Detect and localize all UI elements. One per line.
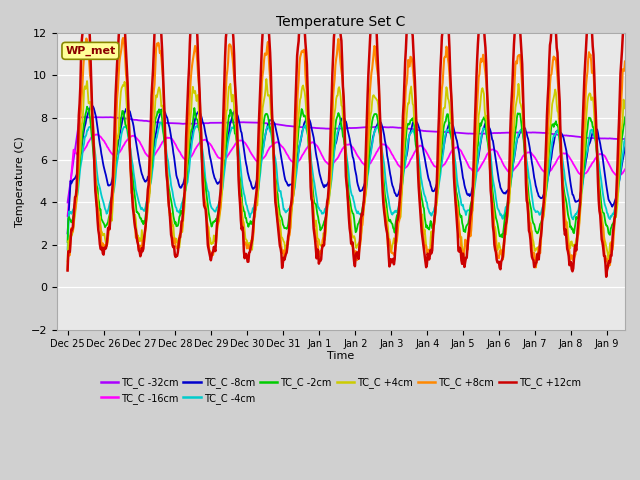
TC_C +12cm bbox=[266, 50, 274, 56]
TC_C -16cm bbox=[93, 132, 101, 137]
TC_C -2cm bbox=[639, 248, 640, 254]
TC_C -4cm bbox=[415, 160, 423, 166]
TC_C -16cm bbox=[448, 148, 456, 154]
TC_C +12cm bbox=[639, 258, 640, 264]
TC_C +8cm bbox=[288, 202, 296, 207]
TC_C -32cm bbox=[639, 205, 640, 211]
TC_C +8cm bbox=[119, 35, 127, 41]
Line: TC_C -4cm: TC_C -4cm bbox=[68, 122, 640, 250]
TC_C -32cm bbox=[288, 123, 296, 129]
TC_C +12cm bbox=[288, 194, 296, 200]
Line: TC_C +4cm: TC_C +4cm bbox=[68, 79, 640, 262]
TC_C -2cm bbox=[83, 104, 91, 109]
TC_C +4cm bbox=[266, 97, 274, 103]
Line: TC_C -32cm: TC_C -32cm bbox=[68, 117, 640, 208]
X-axis label: Time: Time bbox=[327, 351, 355, 361]
TC_C +8cm bbox=[64, 267, 72, 273]
TC_C +8cm bbox=[238, 208, 246, 214]
TC_C -32cm bbox=[64, 200, 72, 205]
TC_C -8cm bbox=[639, 216, 640, 221]
TC_C -2cm bbox=[64, 239, 72, 245]
TC_C -2cm bbox=[288, 204, 296, 210]
Y-axis label: Temperature (C): Temperature (C) bbox=[15, 136, 25, 227]
TC_C +8cm bbox=[448, 100, 456, 106]
TC_C -16cm bbox=[132, 134, 140, 140]
TC_C +4cm bbox=[237, 195, 244, 201]
TC_C -2cm bbox=[132, 201, 140, 207]
TC_C +4cm bbox=[448, 127, 456, 132]
TC_C -32cm bbox=[79, 114, 87, 120]
TC_C +12cm bbox=[64, 268, 72, 274]
TC_C -32cm bbox=[448, 130, 456, 135]
TC_C +4cm bbox=[64, 259, 72, 264]
Line: TC_C -2cm: TC_C -2cm bbox=[68, 107, 640, 251]
TC_C -16cm bbox=[415, 143, 423, 149]
TC_C +8cm bbox=[132, 235, 140, 240]
TC_C -8cm bbox=[415, 126, 423, 132]
TC_C +12cm bbox=[415, 195, 423, 201]
TC_C -4cm bbox=[288, 198, 296, 204]
TC_C -2cm bbox=[266, 125, 274, 131]
Title: Temperature Set C: Temperature Set C bbox=[276, 15, 406, 29]
TC_C +8cm bbox=[415, 190, 423, 195]
Line: TC_C -8cm: TC_C -8cm bbox=[68, 105, 640, 233]
TC_C -16cm bbox=[639, 211, 640, 216]
TC_C -4cm bbox=[238, 175, 246, 181]
TC_C -16cm bbox=[288, 158, 296, 164]
TC_C -8cm bbox=[448, 120, 456, 126]
Legend: TC_C -32cm, TC_C -16cm, TC_C -8cm, TC_C -4cm, TC_C -2cm, TC_C +4cm, TC_C +8cm, T: TC_C -32cm, TC_C -16cm, TC_C -8cm, TC_C … bbox=[97, 373, 585, 408]
TC_C -4cm bbox=[64, 247, 72, 252]
TC_C +12cm bbox=[448, 100, 456, 106]
Line: TC_C +8cm: TC_C +8cm bbox=[68, 38, 640, 270]
TC_C -8cm bbox=[238, 130, 246, 136]
TC_C -4cm bbox=[448, 136, 456, 142]
TC_C -32cm bbox=[238, 120, 246, 125]
TC_C -4cm bbox=[131, 180, 139, 186]
TC_C +4cm bbox=[131, 212, 139, 217]
TC_C +4cm bbox=[639, 243, 640, 249]
TC_C -2cm bbox=[238, 191, 246, 197]
TC_C +12cm bbox=[131, 225, 139, 230]
TC_C -8cm bbox=[266, 117, 274, 123]
TC_C +8cm bbox=[266, 76, 274, 82]
TC_C -4cm bbox=[157, 120, 164, 125]
TC_C -2cm bbox=[415, 176, 423, 182]
TC_C +4cm bbox=[415, 180, 423, 185]
TC_C -16cm bbox=[266, 144, 274, 150]
TC_C -16cm bbox=[64, 213, 72, 219]
TC_C -8cm bbox=[288, 182, 296, 188]
TC_C -4cm bbox=[639, 229, 640, 235]
TC_C -4cm bbox=[266, 129, 274, 135]
TC_C -2cm bbox=[448, 136, 456, 142]
TC_C -32cm bbox=[415, 127, 423, 133]
TC_C -8cm bbox=[64, 230, 72, 236]
TC_C -8cm bbox=[88, 102, 95, 108]
Text: WP_met: WP_met bbox=[65, 46, 116, 56]
TC_C -32cm bbox=[266, 120, 274, 126]
TC_C -16cm bbox=[238, 138, 246, 144]
TC_C +4cm bbox=[262, 76, 270, 82]
Line: TC_C -16cm: TC_C -16cm bbox=[68, 134, 640, 216]
TC_C -8cm bbox=[132, 138, 140, 144]
TC_C +4cm bbox=[288, 208, 296, 214]
Line: TC_C +12cm: TC_C +12cm bbox=[68, 0, 640, 277]
TC_C +12cm bbox=[602, 274, 610, 280]
TC_C +12cm bbox=[238, 227, 246, 232]
TC_C +8cm bbox=[639, 252, 640, 257]
TC_C -32cm bbox=[132, 117, 140, 123]
